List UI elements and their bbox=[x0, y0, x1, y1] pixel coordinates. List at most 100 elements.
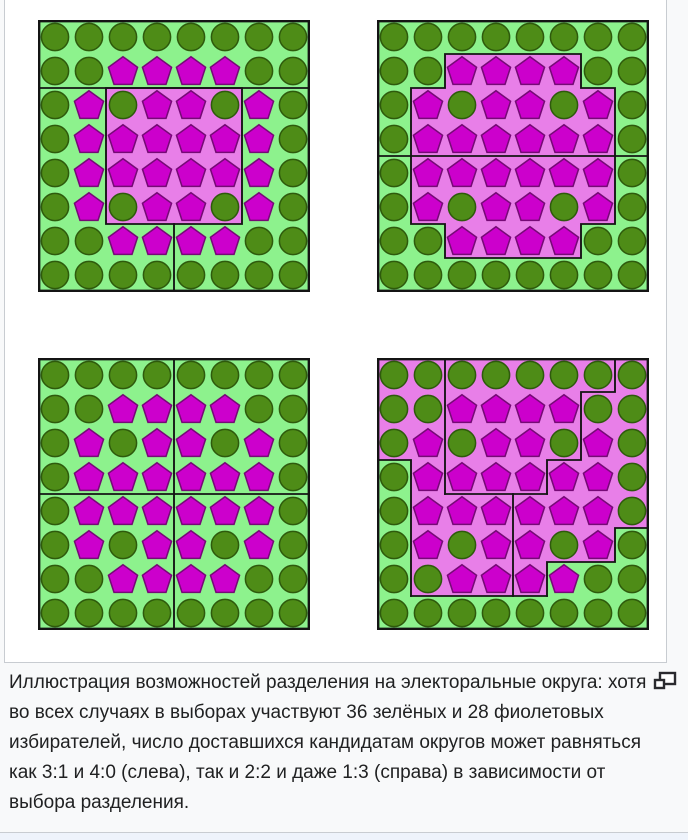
magenta-voter-pentagon bbox=[175, 461, 207, 492]
green-voter-circle bbox=[617, 394, 647, 424]
green-voter-circle bbox=[413, 226, 443, 256]
magenta-voter-pentagon bbox=[209, 495, 241, 526]
magenta-voter-pentagon bbox=[514, 225, 546, 256]
panel-outer-border bbox=[38, 358, 310, 630]
magenta-voter-pentagon bbox=[480, 225, 512, 256]
green-voter-circle bbox=[278, 260, 308, 290]
magenta-voter-pentagon bbox=[141, 563, 173, 594]
green-voter-circle bbox=[142, 598, 172, 628]
magenta-voter-pentagon bbox=[175, 123, 207, 154]
green-voter-circle bbox=[379, 90, 409, 120]
green-voter-circle bbox=[447, 360, 477, 390]
green-voter-circle bbox=[176, 260, 206, 290]
green-voter-circle bbox=[617, 564, 647, 594]
magenta-voter-pentagon bbox=[175, 393, 207, 424]
magenta-voter-pentagon bbox=[175, 157, 207, 188]
magenta-voter-pentagon bbox=[175, 563, 207, 594]
green-voter-circle bbox=[617, 428, 647, 458]
green-voter-circle bbox=[617, 462, 647, 492]
magenta-voter-pentagon bbox=[209, 157, 241, 188]
magenta-voter-pentagon bbox=[73, 461, 105, 492]
green-voter-circle bbox=[278, 598, 308, 628]
magenta-voter-pentagon bbox=[141, 157, 173, 188]
green-voter-circle bbox=[40, 394, 70, 424]
magenta-voter-pentagon bbox=[548, 123, 580, 154]
green-voter-circle bbox=[74, 564, 104, 594]
green-voter-circle bbox=[278, 158, 308, 188]
green-voter-circle bbox=[142, 22, 172, 52]
green-voter-circle bbox=[40, 598, 70, 628]
green-voter-circle bbox=[74, 56, 104, 86]
district-border-line bbox=[377, 459, 412, 597]
green-voter-circle bbox=[40, 158, 70, 188]
magenta-voter-pentagon bbox=[243, 461, 275, 492]
green-voter-circle bbox=[617, 260, 647, 290]
magenta-voter-pentagon bbox=[412, 529, 444, 560]
green-voter-circle bbox=[481, 22, 511, 52]
magenta-voter-pentagon bbox=[514, 55, 546, 86]
green-voter-circle bbox=[210, 530, 240, 560]
magenta-voter-pentagon bbox=[412, 123, 444, 154]
figure-caption: Иллюстрация возможностей разделения на э… bbox=[9, 672, 647, 813]
green-voter-circle bbox=[74, 360, 104, 390]
green-voter-circle bbox=[447, 260, 477, 290]
green-voter-circle bbox=[379, 394, 409, 424]
green-voter-circle bbox=[40, 360, 70, 390]
green-voter-circle bbox=[617, 598, 647, 628]
green-voter-circle bbox=[40, 192, 70, 222]
magenta-voter-pentagon bbox=[446, 225, 478, 256]
green-voter-circle bbox=[74, 394, 104, 424]
magenta-voter-pentagon bbox=[514, 461, 546, 492]
magenta-voter-pentagon bbox=[480, 529, 512, 560]
magenta-voter-pentagon bbox=[107, 55, 139, 86]
green-voter-circle bbox=[108, 192, 138, 222]
green-voter-circle bbox=[278, 192, 308, 222]
magenta-voter-pentagon bbox=[107, 225, 139, 256]
magenta-voter-pentagon bbox=[514, 393, 546, 424]
green-voter-circle bbox=[379, 360, 409, 390]
green-voter-circle bbox=[515, 360, 545, 390]
magenta-voter-pentagon bbox=[548, 393, 580, 424]
green-voter-circle bbox=[176, 360, 206, 390]
magenta-voter-pentagon bbox=[446, 461, 478, 492]
green-voter-circle bbox=[447, 598, 477, 628]
panel-outer-border bbox=[38, 20, 310, 292]
green-voter-circle bbox=[583, 226, 613, 256]
green-voter-circle bbox=[210, 598, 240, 628]
magenta-voter-pentagon bbox=[107, 461, 139, 492]
magenta-voter-pentagon bbox=[73, 123, 105, 154]
green-voter-circle bbox=[244, 22, 274, 52]
magenta-voter-pentagon bbox=[175, 89, 207, 120]
magenta-voter-pentagon bbox=[209, 563, 241, 594]
magnify-icon[interactable] bbox=[653, 671, 677, 691]
green-voter-circle bbox=[278, 124, 308, 154]
green-voter-circle bbox=[447, 192, 477, 222]
green-voter-circle bbox=[108, 90, 138, 120]
green-voter-circle bbox=[549, 192, 579, 222]
magenta-voter-pentagon bbox=[412, 427, 444, 458]
green-voter-circle bbox=[617, 90, 647, 120]
green-voter-circle bbox=[142, 260, 172, 290]
magenta-voter-pentagon bbox=[243, 191, 275, 222]
green-voter-circle bbox=[481, 598, 511, 628]
figure-thumbnail-box[interactable] bbox=[4, 0, 667, 663]
green-voter-circle bbox=[40, 462, 70, 492]
magenta-voter-pentagon bbox=[73, 89, 105, 120]
green-voter-circle bbox=[413, 394, 443, 424]
green-voter-circle bbox=[40, 564, 70, 594]
green-voter-circle bbox=[40, 226, 70, 256]
magenta-voter-pentagon bbox=[480, 55, 512, 86]
magenta-voter-pentagon bbox=[480, 495, 512, 526]
green-voter-circle bbox=[617, 496, 647, 526]
green-voter-circle bbox=[379, 158, 409, 188]
magenta-voter-pentagon bbox=[582, 191, 614, 222]
magenta-voter-pentagon bbox=[548, 461, 580, 492]
green-voter-circle bbox=[108, 22, 138, 52]
magenta-voter-pentagon bbox=[141, 461, 173, 492]
green-voter-circle bbox=[447, 90, 477, 120]
magenta-voter-pentagon bbox=[480, 393, 512, 424]
green-voter-circle bbox=[278, 56, 308, 86]
magenta-voter-pentagon bbox=[548, 55, 580, 86]
green-voter-circle bbox=[413, 56, 443, 86]
green-voter-circle bbox=[413, 22, 443, 52]
